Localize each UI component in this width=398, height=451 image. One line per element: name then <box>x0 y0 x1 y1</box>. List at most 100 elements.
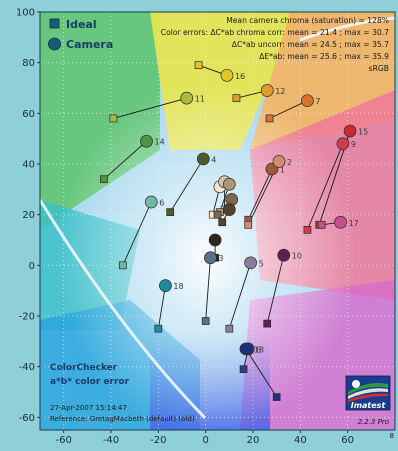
camera-marker <box>220 68 234 82</box>
patch-label: 2 <box>287 158 292 167</box>
x-tick-label: 20 <box>247 435 260 446</box>
stats-line-chroma: Mean camera chroma (saturation) = 128% <box>226 16 389 25</box>
ideal-markers <box>100 61 326 401</box>
footer-block: ColorChecker a*b* color error 27-Apr-200… <box>50 363 195 423</box>
logo-white-swoosh <box>348 388 388 399</box>
error-segment <box>266 255 285 324</box>
logo-green-swoosh <box>348 383 388 395</box>
patch-label: 10 <box>292 252 302 261</box>
camera-marker <box>272 155 286 168</box>
camera-marker <box>239 342 253 356</box>
y-tick-labels: 100 80 60 40 20 0 -20 -40 -60 <box>16 8 40 424</box>
corner-x-label: 8 <box>390 432 394 440</box>
patch-label: 11 <box>195 95 205 104</box>
camera-marker <box>140 134 153 148</box>
ideal-marker <box>232 94 241 102</box>
footer-title-line1: ColorChecker <box>50 363 118 373</box>
stats-line-dc-corr: Color errors: ΔC*ab chroma corr: mean = … <box>161 28 389 37</box>
ideal-marker <box>154 324 163 333</box>
error-segment <box>205 257 211 322</box>
imatest-logo: Imatest 2.2.3 Pro <box>345 375 391 426</box>
legend-camera-label: Camera <box>66 38 113 51</box>
ideal-marker <box>303 226 312 234</box>
ideal-marker <box>201 317 210 325</box>
footer-reference: Reference: GretagMacbeth (default) (old) <box>50 415 195 423</box>
camera-marker <box>277 248 291 262</box>
y-tick-label: 0 <box>29 261 35 272</box>
stats-block: Mean camera chroma (saturation) = 128% C… <box>161 16 389 73</box>
camera-marker <box>244 256 257 270</box>
camera-marker <box>196 152 210 166</box>
ideal-marker <box>265 114 274 123</box>
camera-marker <box>301 94 314 108</box>
patch-label: 13 <box>254 345 264 354</box>
x-tick-label: -20 <box>150 435 166 446</box>
error-segment <box>113 97 187 119</box>
logo-red-swoosh <box>348 393 388 402</box>
patch-label: 7 <box>315 97 320 106</box>
patch-label: 1 <box>280 166 285 175</box>
patch-label: 6 <box>159 199 164 208</box>
y-tick-label: 100 <box>16 8 35 19</box>
camera-marker <box>144 195 158 209</box>
patch-label: 9 <box>351 140 356 149</box>
legend: Ideal Camera <box>48 18 113 51</box>
error-segment <box>307 143 344 231</box>
x-tick-label: 60 <box>341 435 354 446</box>
error-segment <box>245 348 278 398</box>
error-segment <box>157 285 166 329</box>
x-tick-labels: -60 -40 -20 0 20 40 60 <box>55 430 354 446</box>
patch-label: 12 <box>275 87 285 96</box>
y-tick-label: 40 <box>22 160 35 171</box>
ideal-marker <box>244 220 253 229</box>
patch-label: 18 <box>173 282 183 291</box>
legend-ideal-label: Ideal <box>66 18 97 31</box>
ideal-marker <box>239 365 248 374</box>
patch-label: 16 <box>235 72 245 81</box>
ideal-marker <box>166 208 175 216</box>
camera-marker <box>208 233 222 247</box>
camera-marker <box>222 177 236 191</box>
x-tick-label: -60 <box>55 435 71 446</box>
camera-marker <box>260 84 274 97</box>
error-segment <box>228 262 252 329</box>
stats-line-de: ΔE*ab: mean = 25.6 ; max = 35.9 <box>259 52 389 61</box>
footer-timestamp: 27-Apr-2007 15:14:47 <box>50 404 127 412</box>
ideal-marker <box>118 261 127 270</box>
y-tick-label: 80 <box>22 58 35 69</box>
camera-marker <box>204 251 217 265</box>
patch-label: 14 <box>155 138 165 147</box>
camera-marker <box>334 215 347 229</box>
camera-marker <box>159 279 172 292</box>
ideal-marker <box>272 393 281 401</box>
y-tick-label: 60 <box>22 109 35 120</box>
error-segment <box>103 140 147 180</box>
y-tick-label: -60 <box>19 413 35 424</box>
patch-label: 8 <box>256 345 261 354</box>
ideal-marker <box>213 210 222 219</box>
camera-marker <box>343 124 357 138</box>
legend-ideal-marker <box>49 18 60 29</box>
ideal-marker <box>263 319 272 328</box>
camera-marker <box>180 91 194 105</box>
error-segment <box>247 168 273 220</box>
ideal-marker <box>317 220 326 229</box>
camera-marker <box>222 203 236 216</box>
ideal-marker <box>100 175 108 184</box>
error-segment <box>169 158 204 213</box>
ideal-marker <box>218 218 227 227</box>
x-tick-label: -40 <box>103 435 119 446</box>
error-segment <box>122 201 152 266</box>
logo-sun-icon <box>352 380 360 388</box>
logo-text: Imatest <box>351 401 387 410</box>
y-tick-label: -40 <box>19 362 35 373</box>
error-segment <box>269 100 308 119</box>
stats-line-dc-uncorr: ΔC*ab uncorr: mean = 24.5 ; max = 35.7 <box>232 40 389 49</box>
plot-frame <box>39 11 396 431</box>
ideal-marker <box>109 114 118 123</box>
plot-background <box>40 12 395 430</box>
x-tick-label: 0 <box>202 435 208 446</box>
footer-title-line2: a*b* color error <box>50 377 130 387</box>
